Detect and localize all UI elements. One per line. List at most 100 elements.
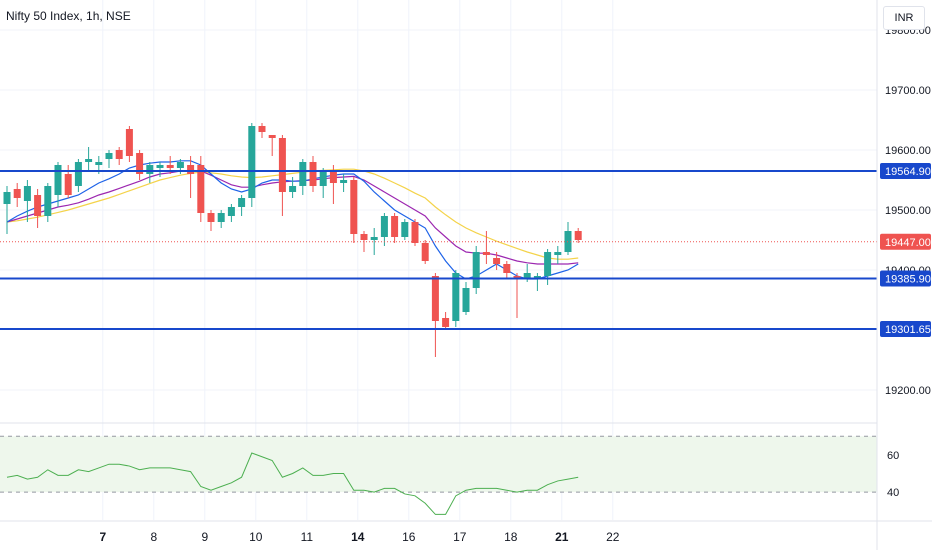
candle-body bbox=[472, 252, 480, 288]
candle bbox=[115, 147, 123, 165]
candle bbox=[278, 135, 286, 216]
x-tick-label: 10 bbox=[249, 530, 263, 544]
candle-body bbox=[105, 153, 113, 159]
candle bbox=[350, 177, 358, 243]
candle-body bbox=[340, 180, 348, 183]
candle-body bbox=[258, 126, 266, 132]
candle-body bbox=[391, 216, 399, 237]
candle-body bbox=[74, 162, 82, 186]
candle bbox=[431, 273, 439, 357]
candle-body bbox=[217, 213, 225, 222]
candle bbox=[34, 189, 42, 228]
candle bbox=[125, 126, 133, 162]
ma-slow-line bbox=[6, 168, 579, 260]
rsi-tick-label: 40 bbox=[887, 487, 899, 499]
candle-body bbox=[319, 171, 327, 186]
candle-body bbox=[544, 252, 552, 276]
candle-body bbox=[350, 180, 358, 234]
x-tick-label: 22 bbox=[606, 530, 620, 544]
candle bbox=[197, 156, 205, 222]
candle-body bbox=[380, 216, 388, 237]
candle bbox=[268, 135, 276, 156]
candle-body bbox=[207, 213, 215, 222]
candle-body bbox=[401, 222, 409, 237]
candle-body bbox=[23, 186, 31, 201]
candle bbox=[54, 162, 62, 207]
candle-body bbox=[574, 231, 582, 240]
candle-body bbox=[442, 318, 450, 327]
candle-body bbox=[64, 174, 72, 195]
level-price-label: 19385.90 bbox=[885, 273, 931, 285]
candle bbox=[493, 252, 501, 270]
candle bbox=[309, 156, 317, 192]
candle bbox=[187, 156, 195, 198]
candle-body bbox=[176, 162, 184, 168]
level-price-label-bg bbox=[880, 270, 931, 287]
candle-body bbox=[34, 195, 42, 216]
candle-body bbox=[309, 162, 317, 186]
candle-body bbox=[44, 186, 52, 216]
level-price-label-bg bbox=[880, 163, 931, 180]
candle bbox=[238, 195, 246, 216]
candle bbox=[74, 159, 82, 192]
x-tick-label: 7 bbox=[99, 530, 106, 544]
candle-body bbox=[3, 192, 11, 204]
x-tick-label: 16 bbox=[402, 530, 416, 544]
candle-body bbox=[268, 135, 276, 138]
candle bbox=[533, 273, 541, 291]
candle bbox=[503, 261, 511, 279]
candle bbox=[299, 159, 307, 195]
candle-body bbox=[360, 234, 368, 240]
candle-body bbox=[421, 243, 429, 261]
candle-body bbox=[493, 258, 501, 264]
candle bbox=[136, 150, 144, 180]
candle-body bbox=[146, 165, 154, 174]
level-price-label: 19301.65 bbox=[885, 324, 931, 336]
candle-body bbox=[411, 222, 419, 243]
rsi-tick-label: 60 bbox=[887, 450, 899, 462]
candle bbox=[482, 231, 490, 264]
candle bbox=[207, 210, 215, 231]
candle-body bbox=[125, 129, 133, 156]
candle-body bbox=[462, 288, 470, 312]
candle-body bbox=[238, 198, 246, 207]
candle bbox=[23, 180, 31, 222]
candle bbox=[544, 249, 552, 285]
candle bbox=[258, 123, 266, 138]
last-price-label-bg bbox=[880, 233, 931, 250]
level-price-label-bg bbox=[880, 321, 931, 338]
y-tick-label: 19200.00 bbox=[885, 385, 931, 397]
candle-body bbox=[136, 153, 144, 174]
x-tick-label: 21 bbox=[555, 530, 569, 544]
candle-body bbox=[95, 162, 103, 165]
currency-button[interactable]: INR bbox=[883, 6, 925, 30]
candle bbox=[319, 168, 327, 198]
candle bbox=[574, 228, 582, 243]
candle bbox=[442, 312, 450, 330]
level-price-label: 19564.90 bbox=[885, 166, 931, 178]
candle-body bbox=[85, 159, 93, 162]
candle bbox=[217, 210, 225, 228]
candle bbox=[564, 222, 572, 255]
candle-body bbox=[431, 276, 439, 321]
candle bbox=[248, 123, 256, 207]
candle bbox=[401, 219, 409, 240]
y-tick-label: 19700.00 bbox=[885, 85, 931, 97]
candle bbox=[3, 186, 11, 234]
candle-body bbox=[503, 264, 511, 273]
x-tick-label: 8 bbox=[150, 530, 157, 544]
candle-body bbox=[166, 165, 174, 168]
y-tick-label: 19500.00 bbox=[885, 205, 931, 217]
candle-body bbox=[370, 237, 378, 240]
candle-body bbox=[197, 165, 205, 213]
candle bbox=[85, 147, 93, 171]
candle bbox=[370, 228, 378, 255]
candle bbox=[156, 162, 164, 177]
candle-body bbox=[156, 165, 164, 168]
candle bbox=[462, 282, 470, 315]
candle bbox=[105, 150, 113, 168]
candle-body bbox=[227, 207, 235, 216]
candle bbox=[227, 204, 235, 222]
candle-body bbox=[523, 273, 531, 279]
